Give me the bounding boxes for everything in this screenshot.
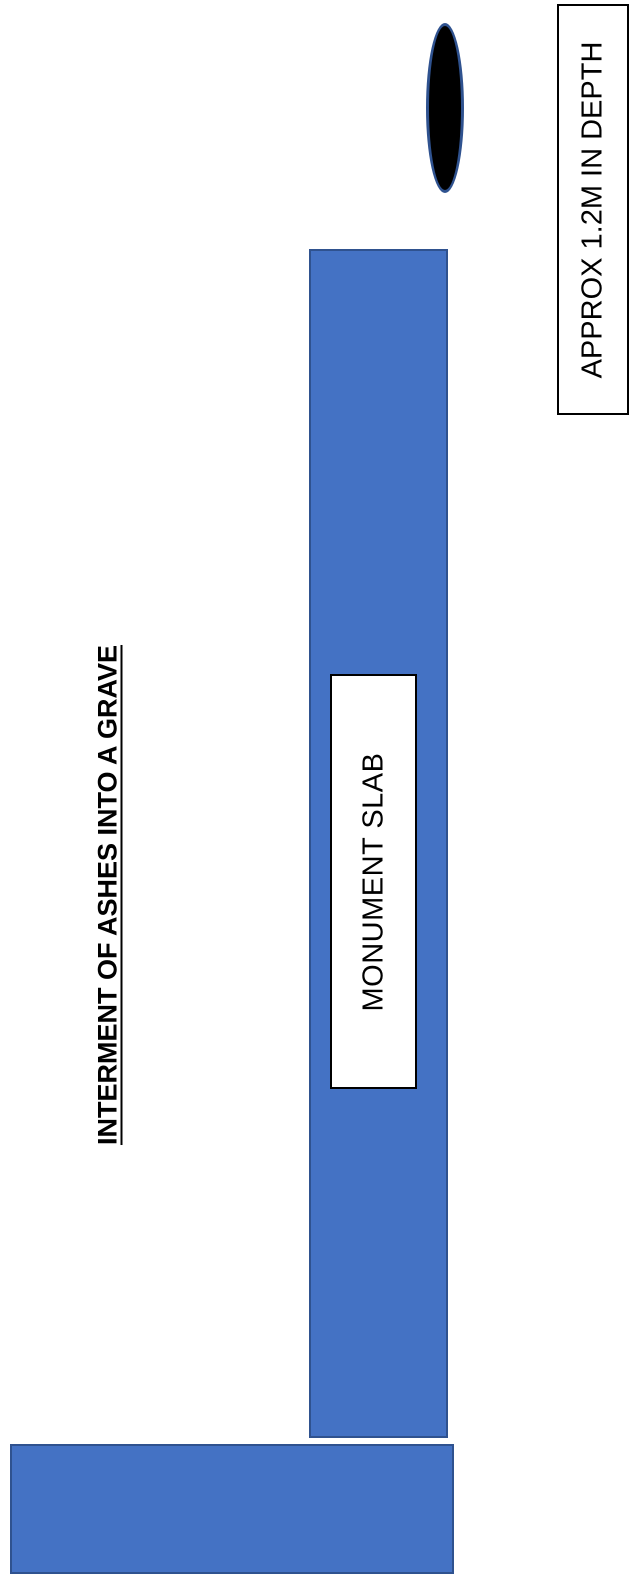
- depth-note-label: APPROX 1.2M IN DEPTH: [576, 41, 609, 378]
- grave-base-block: [10, 1444, 454, 1574]
- monument-slab-label-box: MONUMENT SLAB: [330, 674, 417, 1089]
- monument-slab-label: MONUMENT SLAB: [357, 752, 389, 1011]
- depth-note-box: APPROX 1.2M IN DEPTH: [557, 4, 629, 415]
- ashes-urn-ellipse: [426, 23, 464, 193]
- diagram-title: INTERMENT OF ASHES INTO A GRAVE: [92, 644, 123, 1146]
